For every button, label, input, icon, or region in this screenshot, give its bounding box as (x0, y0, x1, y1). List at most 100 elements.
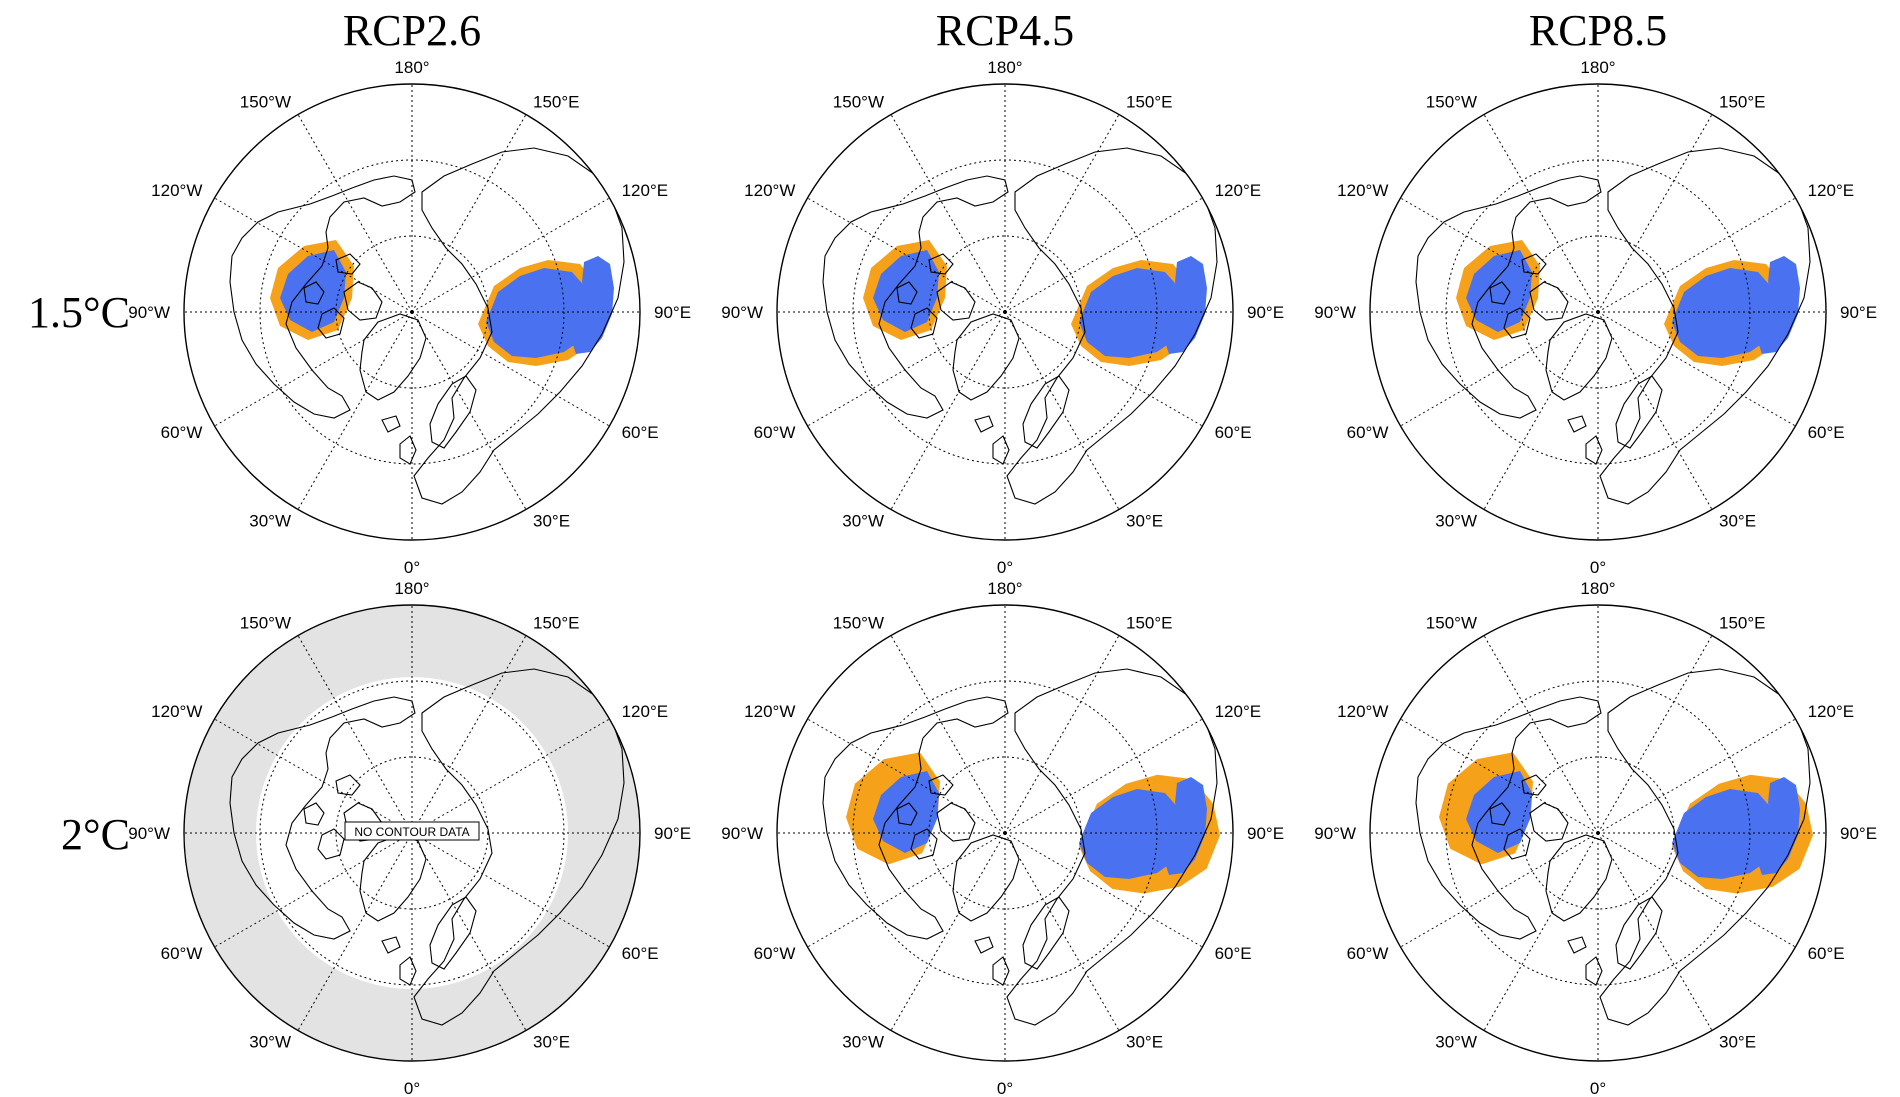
longitude-label: 90°W (1314, 303, 1356, 322)
longitude-label: 60°E (1808, 423, 1845, 442)
longitude-label: 60°E (622, 944, 659, 963)
longitude-label: 90°W (721, 303, 763, 322)
coastline (1521, 253, 1547, 275)
longitude-label: 30°W (249, 1033, 291, 1052)
longitude-label: 120°W (151, 181, 202, 200)
coastline (1521, 774, 1547, 796)
longitude-label: 120°W (1337, 181, 1388, 200)
eurasia-blue-region (1672, 789, 1780, 879)
longitude-label: 60°W (754, 944, 796, 963)
meridian-line (1597, 114, 1713, 313)
longitude-label: 30°E (1719, 512, 1756, 531)
longitude-label: 180° (1580, 58, 1615, 77)
longitude-label: 0° (1590, 1079, 1606, 1097)
longitude-label: 150°W (240, 613, 291, 632)
meridian-line (1483, 311, 1599, 510)
coastline (335, 774, 361, 796)
longitude-label: 120°E (1808, 702, 1855, 721)
longitude-label: 30°E (1126, 1033, 1163, 1052)
longitude-label: 150°E (1126, 613, 1173, 632)
coastline (1006, 147, 1218, 505)
coastline (1022, 896, 1070, 970)
longitude-label: 60°W (161, 944, 203, 963)
meridian-line (1004, 114, 1120, 313)
coastline (429, 375, 477, 449)
coastline (317, 828, 345, 860)
coastline (303, 802, 325, 826)
coastline (896, 802, 918, 826)
longitude-label: 150°E (533, 613, 580, 632)
coastline (303, 281, 325, 305)
coastline (1567, 936, 1587, 954)
longitude-label: 150°E (1719, 92, 1766, 111)
eurasia-blue-region (1079, 789, 1187, 879)
eurasia-blue-region (1672, 268, 1780, 358)
longitude-label: 30°E (1126, 512, 1163, 531)
coastline (1585, 956, 1603, 986)
coastline (974, 415, 994, 433)
map-frame (183, 83, 641, 541)
meridian-line (214, 311, 413, 427)
coastline (413, 668, 625, 1026)
longitude-label: 180° (1580, 579, 1615, 598)
coastline (1489, 802, 1511, 826)
longitude-label: 30°W (1435, 512, 1477, 531)
map-frame (776, 604, 1234, 1062)
longitude-label: 120°E (1215, 702, 1262, 721)
map-panel-rcp45-2c: 180° 150°E 120°E 90°E 60°E 30°E 0° 30°W 60°W 90°W… (721, 579, 1284, 1097)
meridian-line (411, 311, 527, 510)
longitude-label: 150°E (1126, 92, 1173, 111)
coastline (1567, 415, 1587, 433)
longitude-label: 60°E (1215, 423, 1252, 442)
meridian-line (411, 114, 527, 313)
map-panel-rcp26-2c: 180° 150°E 120°E 90°E 60°E 30°E 0° 30°W 60°W 90°W… (128, 579, 691, 1097)
coastline (399, 956, 417, 986)
coastline (928, 774, 954, 796)
row-title-2c: 2°C (61, 810, 130, 859)
longitude-label: 90°E (1840, 824, 1877, 843)
longitude-label: 30°W (842, 512, 884, 531)
column-title-rcp85: RCP8.5 (1528, 6, 1668, 55)
longitude-label: 0° (404, 1079, 420, 1097)
longitude-label: 90°W (128, 303, 170, 322)
longitude-label: 120°E (622, 181, 669, 200)
row-title-1-5c: 1.5°C (28, 288, 130, 337)
map-content (184, 84, 640, 540)
longitude-label: 60°W (1347, 944, 1389, 963)
longitude-label: 90°E (654, 824, 691, 843)
longitude-label: 90°W (1314, 824, 1356, 843)
longitude-label: 30°E (533, 1033, 570, 1052)
coastline (1022, 375, 1070, 449)
coastline (359, 313, 427, 401)
longitude-label: 120°E (1808, 181, 1855, 200)
column-title-rcp45: RCP4.5 (935, 6, 1075, 55)
coastline (928, 253, 954, 275)
longitude-label: 60°W (161, 423, 203, 442)
coastline (1599, 147, 1811, 505)
eurasia-blue-region (1079, 268, 1187, 358)
longitude-label: 60°W (1347, 423, 1389, 442)
meridian-line (1597, 311, 1713, 510)
longitude-label: 90°E (1247, 824, 1284, 843)
longitude-label: 60°E (1215, 944, 1252, 963)
meridian-line (297, 311, 413, 510)
longitude-label: 120°W (744, 181, 795, 200)
map-panel-rcp85-1-5c: 180° 150°E 120°E 90°E 60°E 30°E 0° 30°W 60°W 90°W… (1314, 58, 1877, 577)
longitude-label: 30°E (1719, 1033, 1756, 1052)
longitude-label: 150°E (1719, 613, 1766, 632)
longitude-label: 30°W (249, 512, 291, 531)
coastline (1599, 668, 1811, 1026)
map-frame (1369, 604, 1827, 1062)
map-content (1370, 84, 1826, 540)
coastline (1545, 834, 1613, 922)
map-panel-rcp45-1-5c: 180° 150°E 120°E 90°E 60°E 30°E 0° 30°W 60°W 90°W… (721, 58, 1284, 577)
meridian-line (890, 114, 1006, 313)
coastline (910, 828, 938, 860)
longitude-label: 0° (404, 558, 420, 577)
longitude-label: 180° (394, 579, 429, 598)
longitude-label: 0° (997, 1079, 1013, 1097)
longitude-label: 180° (987, 58, 1022, 77)
coastline (381, 936, 401, 954)
longitude-label: 180° (987, 579, 1022, 598)
